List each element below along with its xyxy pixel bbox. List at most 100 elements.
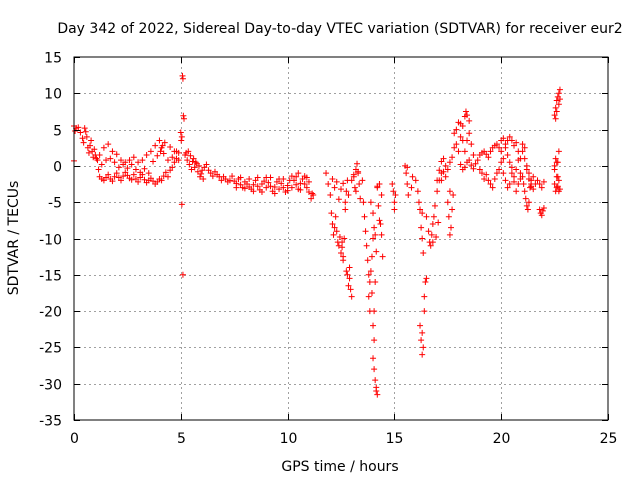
data-point <box>87 142 94 149</box>
data-point <box>117 177 124 184</box>
data-point <box>412 177 419 184</box>
data-point <box>94 157 101 164</box>
data-point <box>417 322 424 329</box>
data-point <box>457 161 464 168</box>
data-point <box>284 187 291 194</box>
data-point <box>525 175 532 182</box>
data-point <box>466 130 473 137</box>
data-point <box>539 207 546 214</box>
data-point <box>346 264 353 271</box>
data-point <box>303 184 310 191</box>
data-point <box>98 161 105 168</box>
data-point <box>145 170 152 177</box>
data-point <box>195 162 202 169</box>
data-point <box>280 184 287 191</box>
data-point <box>508 170 515 177</box>
y-tick-label: -15 <box>39 269 62 285</box>
data-point <box>415 199 422 206</box>
data-point <box>284 182 291 189</box>
data-point <box>267 183 274 190</box>
data-point <box>120 173 127 180</box>
data-point <box>250 181 257 188</box>
data-point <box>332 213 339 220</box>
data-point <box>360 199 367 206</box>
data-point <box>365 293 372 300</box>
axis-ticks: 0 5 10 15 20 25 15 10 5 0 -5 -10 -15 -20 -25 -30 -35 <box>39 51 617 448</box>
data-point <box>156 137 163 144</box>
data-point <box>295 170 302 177</box>
data-point <box>372 377 379 384</box>
data-point <box>418 224 425 231</box>
data-point <box>429 239 436 246</box>
data-point <box>363 242 370 249</box>
data-point <box>391 206 398 213</box>
data-point <box>339 244 346 251</box>
data-point <box>500 155 507 162</box>
data-point <box>517 170 524 177</box>
data-point <box>254 183 261 190</box>
data-point <box>175 149 182 156</box>
data-point <box>527 184 534 191</box>
data-point <box>130 171 137 178</box>
data-point <box>502 177 509 184</box>
y-tick-label: 0 <box>53 160 62 176</box>
data-point <box>128 176 135 183</box>
data-point <box>135 178 142 185</box>
data-point <box>157 148 164 155</box>
data-point <box>496 166 503 173</box>
data-point <box>522 195 529 202</box>
data-point <box>525 199 532 206</box>
data-point <box>371 337 378 344</box>
data-point <box>356 181 363 188</box>
data-point <box>534 177 541 184</box>
data-point <box>370 235 377 242</box>
data-point <box>504 152 511 159</box>
data-point <box>442 162 449 169</box>
data-point <box>93 155 100 162</box>
data-point <box>523 202 530 209</box>
y-tick-label: -35 <box>39 414 62 430</box>
data-point <box>508 137 515 144</box>
y-axis-label: SDTVAR / TECUs <box>6 181 22 296</box>
data-point <box>405 191 412 198</box>
data-point <box>451 144 458 151</box>
data-point <box>414 188 421 195</box>
data-point <box>124 165 131 172</box>
data-point <box>160 173 167 180</box>
data-point <box>506 133 513 140</box>
data-point <box>342 206 349 213</box>
data-point <box>429 220 436 227</box>
data-point <box>449 154 456 161</box>
data-point <box>487 181 494 188</box>
data-point <box>293 173 300 180</box>
data-point <box>329 220 336 227</box>
data-point <box>523 166 530 173</box>
data-point <box>143 152 150 159</box>
data-point <box>178 201 185 208</box>
data-point <box>132 166 139 173</box>
data-point <box>525 170 532 177</box>
data-point <box>184 157 191 164</box>
data-point <box>552 104 559 111</box>
data-point <box>519 148 526 155</box>
data-point <box>171 148 178 155</box>
data-point <box>192 159 199 166</box>
data-point <box>392 191 399 198</box>
data-point <box>493 170 500 177</box>
data-point <box>338 186 344 193</box>
data-point <box>423 275 430 282</box>
data-point <box>107 155 114 162</box>
data-point <box>487 148 494 155</box>
data-point <box>336 234 343 241</box>
data-point <box>164 157 171 164</box>
data-point <box>538 212 545 219</box>
data-point <box>493 141 500 148</box>
data-point <box>498 148 505 155</box>
data-point <box>333 228 340 235</box>
data-point <box>462 108 469 115</box>
data-point <box>404 164 411 171</box>
y-tick-label: -30 <box>39 378 62 394</box>
data-point <box>261 178 268 185</box>
data-point <box>160 150 167 157</box>
data-point <box>472 160 479 167</box>
